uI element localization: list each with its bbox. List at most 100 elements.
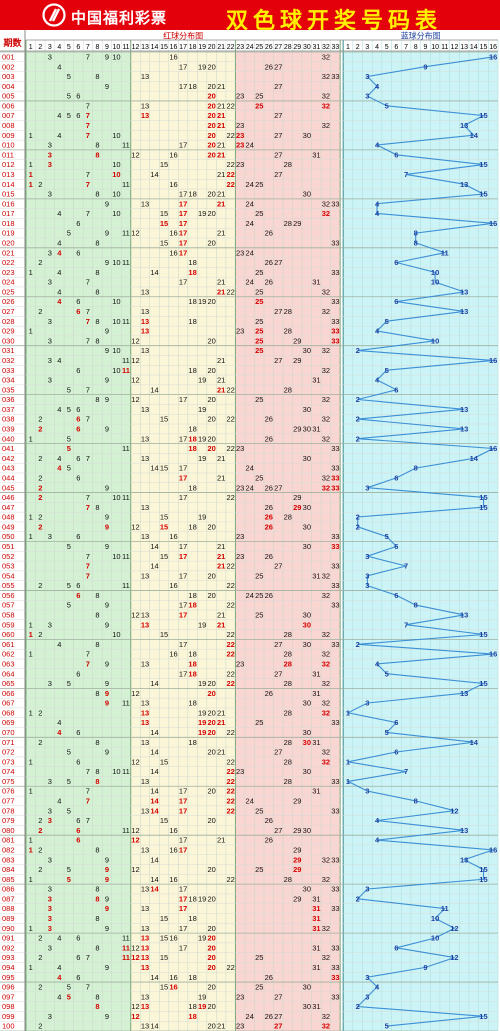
blue-ball-number: 13 <box>460 826 468 835</box>
red-ball-number: 3 <box>48 52 52 61</box>
blue-ball-number: 5 <box>385 317 389 326</box>
red-ball-number: 23 <box>236 160 244 169</box>
red-column-number: 14 <box>151 44 159 51</box>
blue-ball-number: 2 <box>356 346 360 355</box>
red-ball-number: 27 <box>274 1022 282 1031</box>
red-ball-number: 22 <box>227 170 235 179</box>
red-ball-number: 18 <box>188 434 196 443</box>
red-ball-number: 9 <box>105 865 109 874</box>
red-column-number: 6 <box>76 44 80 51</box>
red-ball-number: 4 <box>57 131 61 140</box>
red-ball-number: 20 <box>207 894 215 903</box>
red-ball-number: 19 <box>198 454 206 463</box>
red-ball-number: 12 <box>131 229 139 238</box>
red-ball-number: 11 <box>122 444 130 453</box>
red-ball-number: 23 <box>236 327 244 336</box>
period-label: 057 <box>2 601 15 610</box>
red-ball-number: 22 <box>227 581 235 590</box>
period-label: 017 <box>2 209 15 218</box>
red-ball-number: 7 <box>86 983 90 992</box>
red-ball-number: 12 <box>131 611 139 620</box>
red-ball-number: 2 <box>38 307 42 316</box>
red-ball-number: 22 <box>227 385 235 394</box>
blue-column-number: 7 <box>404 44 408 51</box>
red-column-number: 26 <box>265 44 273 51</box>
red-ball-number: 26 <box>265 522 273 531</box>
red-ball-number: 32 <box>322 708 330 717</box>
red-ball-number: 15 <box>160 816 168 825</box>
red-ball-number: 13 <box>141 620 149 629</box>
period-label: 094 <box>2 963 15 972</box>
blue-column-number: 8 <box>414 44 418 51</box>
red-ball-number: 17 <box>179 248 187 257</box>
period-label: 026 <box>2 297 15 306</box>
red-ball-number: 3 <box>48 1012 52 1021</box>
period-label: 073 <box>2 757 15 766</box>
period-label: 071 <box>2 738 15 747</box>
red-ball-number: 1 <box>29 532 33 541</box>
red-ball-number: 20 <box>207 963 215 972</box>
red-ball-number: 33 <box>331 464 339 473</box>
red-ball-number: 6 <box>76 669 80 678</box>
red-ball-number: 21 <box>217 620 225 629</box>
red-ball-number: 14 <box>150 973 158 982</box>
red-column-number: 16 <box>170 44 178 51</box>
red-ball-number: 15 <box>160 415 168 424</box>
period-label: 065 <box>2 679 15 688</box>
red-ball-number: 7 <box>86 454 90 463</box>
red-ball-number: 20 <box>207 708 215 717</box>
red-ball-number: 20 <box>207 150 215 159</box>
blue-ball-number: 2 <box>356 1002 360 1011</box>
red-ball-number: 8 <box>95 317 99 326</box>
red-ball-number: 4 <box>57 797 61 806</box>
red-ball-number: 28 <box>284 327 292 336</box>
blue-ball-number: 14 <box>470 738 479 747</box>
red-ball-number: 25 <box>255 983 263 992</box>
red-ball-number: 27 <box>274 992 282 1001</box>
red-ball-number: 7 <box>86 797 90 806</box>
blue-ball-number: 2 <box>356 434 360 443</box>
red-ball-number: 30 <box>303 190 311 199</box>
red-ball-number: 33 <box>331 483 339 492</box>
red-ball-number: 7 <box>86 415 90 424</box>
red-ball-number: 15 <box>160 209 168 218</box>
red-ball-number: 20 <box>207 934 215 943</box>
red-ball-number: 11 <box>122 581 130 590</box>
red-ball-number: 17 <box>179 464 187 473</box>
red-ball-number: 4 <box>57 973 62 982</box>
red-ball-number: 21 <box>217 376 225 385</box>
red-ball-number: 33 <box>331 199 339 208</box>
red-ball-number: 4 <box>57 209 61 218</box>
red-ball-number: 18 <box>188 444 196 453</box>
red-ball-number: 9 <box>105 659 109 668</box>
red-ball-number: 15 <box>160 953 168 962</box>
red-ball-number: 20 <box>207 239 215 248</box>
red-ball-number: 32 <box>322 953 330 962</box>
blue-ball-number: 1 <box>346 708 350 717</box>
red-ball-number: 32 <box>322 659 330 668</box>
period-label: 034 <box>2 376 15 385</box>
red-ball-number: 17 <box>179 924 187 933</box>
blue-ball-number: 2 <box>356 640 360 649</box>
red-ball-number: 7 <box>86 111 90 120</box>
blue-ball-number: 15 <box>479 493 487 502</box>
red-ball-number: 30 <box>303 983 311 992</box>
red-ball-number: 7 <box>86 101 90 110</box>
red-ball-number: 15 <box>160 934 168 943</box>
period-label: 018 <box>2 219 15 228</box>
red-ball-number: 25 <box>255 611 263 620</box>
blue-ball-number: 10 <box>431 278 439 287</box>
red-ball-number: 2 <box>38 180 42 189</box>
brand-name: 中国福利彩票 <box>71 10 168 27</box>
red-ball-number: 3 <box>48 777 52 786</box>
period-label: 077 <box>2 797 15 806</box>
red-ball-number: 32 <box>322 1012 330 1021</box>
red-ball-number: 17 <box>179 845 187 854</box>
blue-ball-number: 6 <box>394 718 398 727</box>
red-ball-number: 32 <box>322 101 330 110</box>
red-ball-number: 25 <box>255 287 263 296</box>
period-label: 043 <box>2 464 15 473</box>
red-ball-number: 23 <box>236 141 244 150</box>
blue-trend-line <box>346 56 496 1027</box>
red-ball-number: 25 <box>255 718 263 727</box>
